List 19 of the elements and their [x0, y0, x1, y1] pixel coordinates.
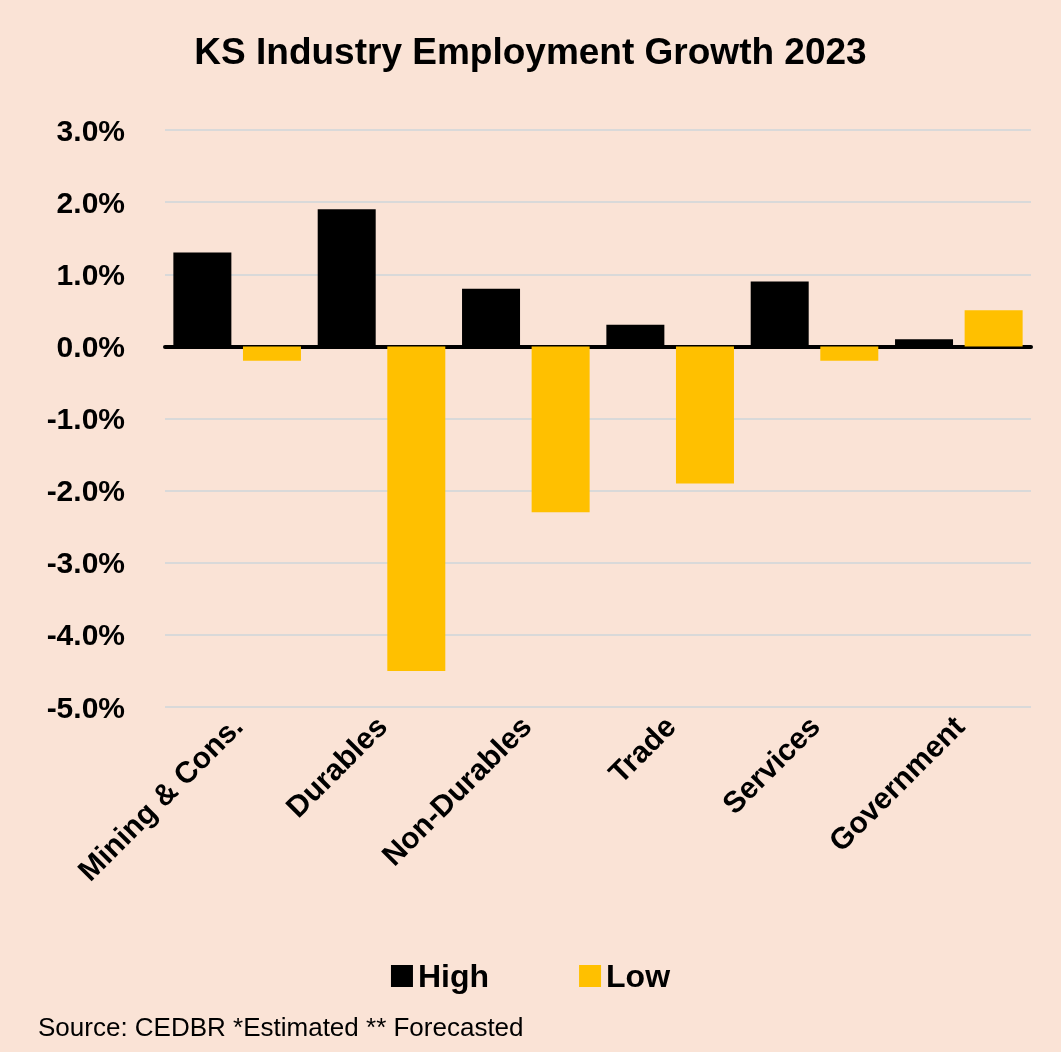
bar [820, 346, 879, 361]
bar [242, 346, 301, 361]
chart-title: KS Industry Employment Growth 2023 [194, 31, 867, 72]
bar [964, 310, 1023, 347]
bar [387, 346, 446, 671]
y-tick-label: 2.0% [56, 185, 125, 219]
y-tick-label: -4.0% [46, 618, 125, 652]
y-tick-label: -5.0% [46, 690, 125, 724]
y-tick-label: 3.0% [56, 113, 125, 147]
y-tick-label: 1.0% [56, 257, 125, 291]
legend-label: Low [606, 958, 671, 994]
bar [531, 346, 590, 513]
y-tick-label: 0.0% [56, 329, 125, 363]
y-tick-label: -3.0% [46, 546, 125, 580]
y-tick-label: -1.0% [46, 402, 125, 435]
y-tick-label: -2.0% [46, 474, 125, 508]
bar [675, 346, 734, 484]
legend-label: High [417, 958, 490, 994]
source-note: Source: CEDBR *Estimated ** Forecasted [38, 1012, 524, 1043]
